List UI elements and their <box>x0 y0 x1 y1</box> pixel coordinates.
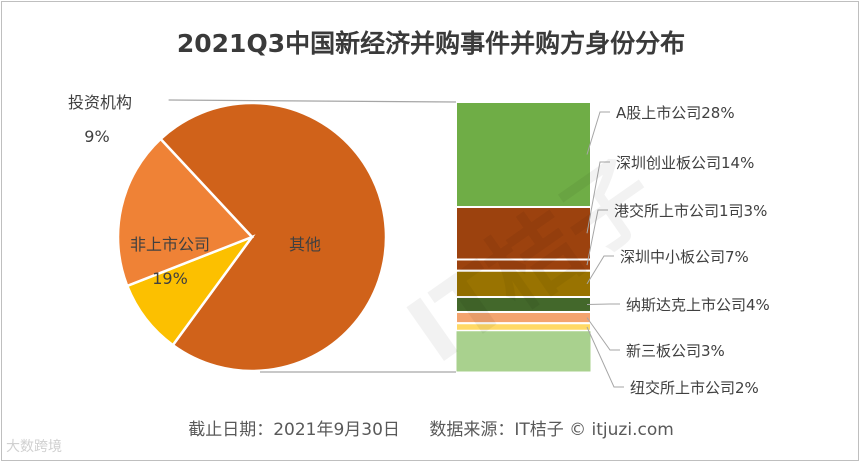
pie-slice-label: 非上市公司 <box>130 235 210 254</box>
data-source: 数据来源：IT桔子 © itjuzi.com <box>429 420 674 440</box>
bar-leader-line <box>586 111 610 155</box>
pie-slice-value: 19% <box>152 269 188 288</box>
bar-segment <box>455 206 592 261</box>
bar-leader-line <box>586 161 610 234</box>
pie-slice <box>116 137 255 288</box>
pie-slice-label: 投资机构 <box>68 93 132 112</box>
bar-leader-line <box>586 326 624 388</box>
pie-slice <box>158 101 388 373</box>
bar-segment <box>455 269 592 298</box>
bar-segment <box>455 296 592 313</box>
bar-segment-label: 深圳中小板公司7% <box>620 248 749 266</box>
bar-segment <box>455 258 592 272</box>
bar-leader-line <box>586 255 614 285</box>
bar-segment-label: 纳斯达克上市公司4% <box>626 296 770 314</box>
bar-segment <box>455 101 592 208</box>
watermark-corner: 大数跨境 <box>6 439 62 455</box>
chart-footer: 截止日期：2021年9月30日 数据来源：IT桔子 © itjuzi.com <box>0 415 862 440</box>
bar-segment-label: A股上市公司28% <box>616 104 735 122</box>
pie-slice-label: 其他 <box>289 235 321 254</box>
chart-title: 2021Q3中国新经济并购事件并购方身份分布 <box>176 29 686 58</box>
bar-segment-label: 纽交所上市公司2% <box>630 379 759 397</box>
connector-line-top <box>168 99 457 103</box>
bar-segment-label: 深圳创业板公司14% <box>616 154 754 172</box>
bar-leader-line <box>586 317 620 351</box>
bar-segment <box>455 330 592 373</box>
bar-leader-line <box>586 303 620 305</box>
pie-slice-value: 9% <box>84 127 109 146</box>
bar-segment-label: 新三板公司3% <box>626 342 725 360</box>
bar-segment <box>455 322 592 332</box>
cutoff-date: 截止日期：2021年9月30日 <box>188 420 400 440</box>
bar-segment <box>455 311 592 325</box>
bar-leader-line <box>586 209 608 266</box>
bar-segment-label: 港交所上市公司1司3% <box>614 202 767 220</box>
